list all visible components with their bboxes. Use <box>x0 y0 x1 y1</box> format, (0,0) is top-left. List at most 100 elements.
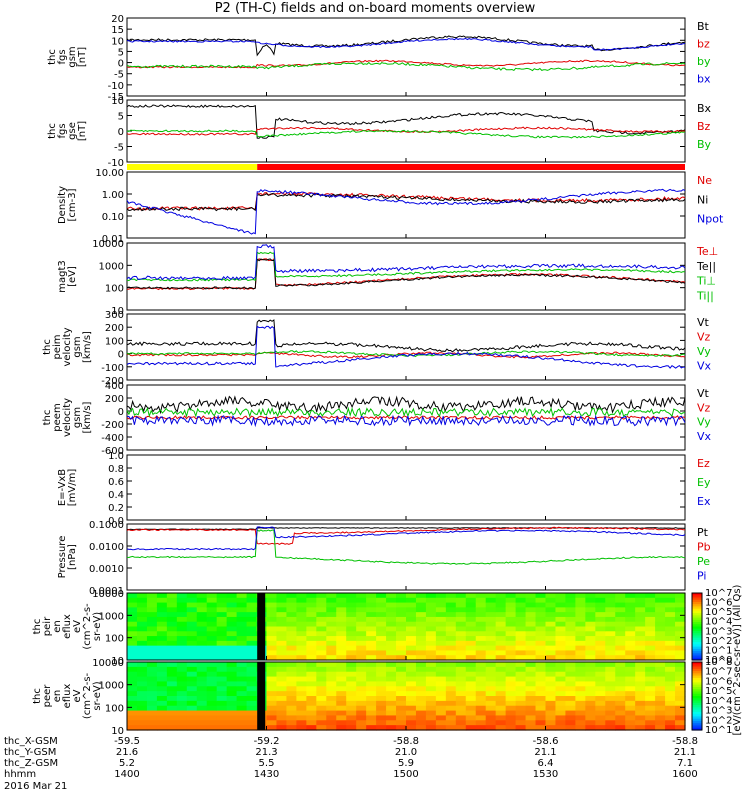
spectrogram-cell <box>127 626 138 632</box>
spectrogram-cell <box>226 696 238 702</box>
y-tick-label: 0.2 <box>108 503 124 514</box>
spectrogram-cell <box>485 705 497 712</box>
spectrogram-cell <box>605 662 616 668</box>
spectrogram-cell <box>406 645 417 652</box>
spectrogram-cell <box>296 725 307 731</box>
spectrogram-cell <box>415 597 427 604</box>
spectrogram-cell <box>495 715 507 721</box>
spectrogram-cell <box>585 631 596 637</box>
spectrogram-cell <box>406 626 417 632</box>
spectrogram-cell <box>136 686 148 692</box>
spectrogram-cell <box>455 666 467 673</box>
spectrogram-cell <box>625 626 636 632</box>
spectrogram-cell <box>675 640 686 647</box>
spectrogram-cell <box>515 681 527 687</box>
spectrogram-cell <box>625 645 636 652</box>
spectrogram-cell <box>266 696 278 702</box>
spectrogram-cell <box>465 612 477 618</box>
spectrogram-cell <box>286 700 297 707</box>
spectrogram-cell <box>555 715 567 721</box>
spectrogram-cell <box>515 710 527 717</box>
spectrogram-cell <box>146 593 158 599</box>
colorbar-cell <box>692 671 702 674</box>
spectrogram-cell <box>216 612 228 618</box>
spectrogram-cell <box>465 621 477 628</box>
spectrogram-cell <box>176 671 188 678</box>
spectrogram-cell <box>525 671 537 678</box>
spectrogram-cell <box>276 655 288 661</box>
spectrogram-cell <box>236 636 248 642</box>
spectrogram-cell <box>585 686 596 692</box>
spectrogram-cell <box>575 671 586 678</box>
spectrogram-cell <box>296 640 307 647</box>
y-axis-label: peer <box>42 684 53 708</box>
spectrogram-cell <box>326 725 337 731</box>
y-tick-label: 1.00 <box>102 190 124 201</box>
legend-entry-By: By <box>697 138 712 151</box>
spectrogram-cell <box>246 616 258 623</box>
colorbar-cell <box>692 693 702 697</box>
spectrogram-cell <box>425 676 437 683</box>
spectrogram-cell <box>166 597 178 604</box>
panel-frame-p4 <box>126 242 686 311</box>
spectrogram-cell <box>525 715 537 721</box>
spectrogram-cell <box>545 715 557 721</box>
spectrogram-cell <box>146 621 158 628</box>
spectrogram-cell <box>585 645 596 652</box>
spectrogram-cell <box>655 602 666 608</box>
spectrogram-cell <box>386 691 397 697</box>
spectrogram-cell <box>376 700 387 707</box>
spectrogram-cell <box>505 597 517 604</box>
colorbar-tick-label: 10^8 <box>705 657 732 668</box>
spectrogram-cell <box>415 602 427 608</box>
colorbar-cell <box>692 595 702 599</box>
spectrogram-cell <box>675 626 686 632</box>
spectrogram-cell <box>635 645 646 652</box>
spectrogram-cell <box>415 640 427 647</box>
legend-entry-Bx: Bx <box>697 102 712 115</box>
spectrogram-cell <box>635 616 646 623</box>
spectrogram-cell <box>146 650 158 656</box>
spectrogram-cell <box>445 640 457 647</box>
spectrogram-cell <box>605 636 616 642</box>
spectrogram-cell <box>465 593 477 599</box>
spectrogram-cell <box>605 597 616 604</box>
orbit-value: 21.3 <box>255 747 277 758</box>
spectrogram-cell <box>216 666 228 673</box>
colorbar-cell <box>692 709 702 713</box>
spectrogram-cell <box>396 666 407 673</box>
spectrogram-cell <box>605 691 616 697</box>
spectrogram-cell <box>236 666 248 673</box>
spectrogram-cell <box>216 621 228 628</box>
spectrogram-cell <box>316 626 327 632</box>
spectrogram-cell <box>655 681 666 687</box>
spectrogram-cell <box>415 621 427 628</box>
spectrogram-cell <box>525 593 537 599</box>
spectrogram-cell <box>386 597 397 604</box>
spectrogram-cell <box>316 612 327 618</box>
spectrogram-cell <box>505 640 517 647</box>
orbit-row-label: hhmm <box>4 769 36 780</box>
spectrogram-cell <box>156 655 168 661</box>
spectrogram-cell <box>415 636 427 642</box>
spectrogram-cell <box>465 725 477 731</box>
spectrogram-cell <box>127 616 138 623</box>
spectrogram-cell <box>665 650 676 656</box>
spectrogram-cell <box>396 681 407 687</box>
spectrogram-cell <box>376 710 387 717</box>
y-axis-label: velocity <box>62 398 73 437</box>
spectrogram-cell <box>615 715 626 721</box>
spectrogram-cell <box>246 636 258 642</box>
spectrogram-cell <box>575 715 586 721</box>
spectrogram-cell <box>226 666 238 673</box>
spectrogram-cell <box>445 666 457 673</box>
spectrogram-cell <box>495 676 507 683</box>
spectrogram-cell <box>425 593 437 599</box>
spectrogram-cell <box>186 691 198 697</box>
spectrogram-cell <box>555 686 567 692</box>
spectrogram-cell <box>136 636 148 642</box>
spectrogram-cell <box>415 686 427 692</box>
spectrogram-cell <box>226 626 238 632</box>
spectrogram-cell <box>296 700 307 707</box>
spectrogram-cell <box>206 715 218 721</box>
